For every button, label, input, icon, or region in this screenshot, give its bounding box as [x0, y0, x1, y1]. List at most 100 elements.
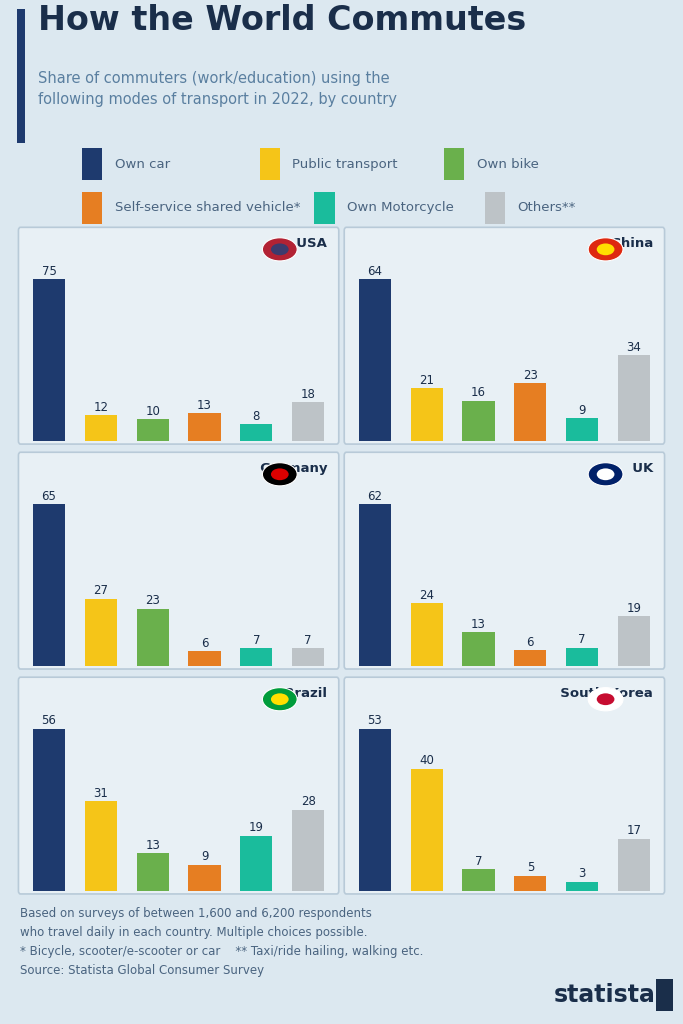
Circle shape — [271, 244, 289, 255]
Bar — [240, 836, 273, 891]
Bar — [292, 648, 324, 666]
Text: 7: 7 — [475, 855, 482, 868]
Text: 21: 21 — [419, 374, 434, 387]
Circle shape — [597, 468, 615, 480]
Bar — [514, 650, 546, 666]
Bar — [359, 729, 391, 891]
Text: 7: 7 — [305, 634, 312, 647]
Bar — [514, 876, 546, 891]
Text: 56: 56 — [42, 715, 57, 727]
Bar — [618, 616, 650, 666]
Text: 75: 75 — [42, 265, 57, 278]
Bar — [444, 148, 464, 180]
Bar — [189, 651, 221, 666]
Bar — [462, 400, 494, 441]
Bar — [462, 632, 494, 666]
Text: 13: 13 — [471, 617, 486, 631]
Bar — [82, 148, 102, 180]
Bar — [410, 603, 443, 666]
Bar — [33, 279, 65, 441]
Bar — [189, 413, 221, 441]
Text: 8: 8 — [253, 410, 260, 423]
Bar — [33, 729, 65, 891]
Text: How the World Commutes: How the World Commutes — [38, 4, 526, 38]
Text: 6: 6 — [201, 637, 208, 650]
Text: Germany: Germany — [251, 462, 327, 475]
Bar — [260, 148, 280, 180]
Circle shape — [588, 463, 623, 485]
Text: 28: 28 — [301, 796, 316, 808]
Text: 13: 13 — [145, 839, 160, 852]
Circle shape — [262, 463, 297, 485]
Text: Self-service shared vehicle*: Self-service shared vehicle* — [115, 202, 301, 214]
Text: 10: 10 — [145, 406, 160, 419]
Text: 7: 7 — [579, 634, 586, 646]
Text: 18: 18 — [301, 388, 316, 401]
Text: 9: 9 — [579, 403, 586, 417]
Bar — [292, 402, 324, 441]
Bar — [410, 388, 443, 441]
Bar — [85, 801, 117, 891]
Text: Public transport: Public transport — [292, 158, 398, 171]
Circle shape — [271, 468, 289, 480]
Circle shape — [271, 693, 289, 706]
Bar — [410, 769, 443, 891]
Bar — [359, 279, 391, 441]
Bar — [292, 810, 324, 891]
Bar — [314, 191, 335, 223]
Text: China: China — [602, 237, 653, 250]
Text: 23: 23 — [145, 594, 160, 607]
Text: Own Motorcycle: Own Motorcycle — [347, 202, 454, 214]
Text: 64: 64 — [367, 265, 382, 278]
Circle shape — [588, 688, 623, 711]
Bar — [33, 504, 65, 666]
Text: 65: 65 — [42, 489, 57, 503]
Bar — [566, 882, 598, 891]
Text: Others**: Others** — [518, 202, 576, 214]
Text: 9: 9 — [201, 850, 208, 863]
Bar — [137, 853, 169, 891]
Text: 31: 31 — [94, 786, 109, 800]
Text: Own car: Own car — [115, 158, 170, 171]
Bar — [618, 839, 650, 891]
Bar — [137, 420, 169, 441]
Circle shape — [597, 693, 615, 706]
Bar — [359, 504, 391, 666]
Text: 5: 5 — [527, 861, 534, 874]
Text: USA: USA — [288, 237, 327, 250]
Text: 6: 6 — [527, 636, 534, 649]
Text: Share of commuters (work/education) using the
following modes of transport in 20: Share of commuters (work/education) usin… — [38, 72, 397, 106]
Text: statista: statista — [554, 983, 656, 1007]
Text: Own bike: Own bike — [477, 158, 539, 171]
Text: 16: 16 — [471, 386, 486, 399]
Circle shape — [262, 238, 297, 261]
Text: South Korea: South Korea — [551, 687, 653, 699]
Text: 40: 40 — [419, 754, 434, 767]
Text: UK: UK — [623, 462, 653, 475]
Text: 23: 23 — [523, 369, 538, 382]
Circle shape — [597, 244, 615, 255]
Text: 19: 19 — [626, 602, 641, 615]
Text: 53: 53 — [367, 715, 382, 727]
Text: 34: 34 — [626, 341, 641, 353]
Circle shape — [588, 238, 623, 261]
Text: 27: 27 — [94, 585, 109, 597]
Bar — [85, 599, 117, 666]
Text: Based on surveys of between 1,600 and 6,200 respondents
who travel daily in each: Based on surveys of between 1,600 and 6,… — [20, 907, 424, 977]
Bar — [485, 191, 505, 223]
Circle shape — [262, 688, 297, 711]
Text: 17: 17 — [626, 824, 641, 838]
Bar — [566, 418, 598, 441]
Bar — [85, 415, 117, 441]
Text: 7: 7 — [253, 634, 260, 647]
Bar — [240, 424, 273, 441]
Bar — [462, 869, 494, 891]
Bar — [240, 648, 273, 666]
Bar — [656, 979, 673, 1011]
Bar — [17, 9, 25, 142]
Bar — [514, 383, 546, 441]
Bar — [137, 608, 169, 666]
Text: 24: 24 — [419, 589, 434, 602]
Bar — [189, 865, 221, 891]
Text: 13: 13 — [197, 398, 212, 412]
